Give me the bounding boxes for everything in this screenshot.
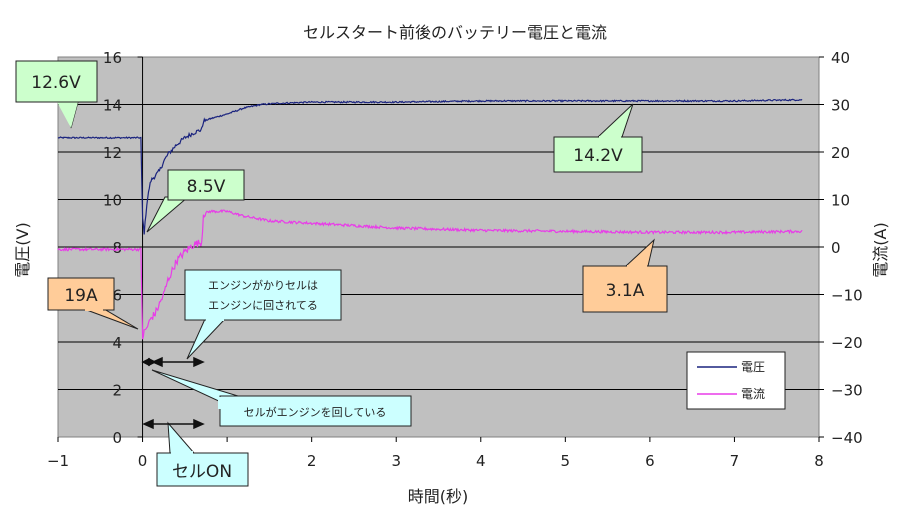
x-tick-label: 5 <box>561 452 571 470</box>
callout-voltage-before-label: 12.6V <box>31 73 81 93</box>
callout-voltage-before: 12.6V <box>15 60 98 129</box>
x-tick-label: 2 <box>307 452 317 470</box>
y2-tick-label: 30 <box>831 97 850 115</box>
x-tick-label: 3 <box>391 452 401 470</box>
chart-title: セルスタート前後のバッテリー電圧と電流 <box>303 23 607 42</box>
callout-engine-cranking: エンジンがかりセルは エンジンに回されてる <box>184 269 342 360</box>
y-tick-label: 10 <box>103 192 122 210</box>
x-tick-label: 4 <box>476 452 486 470</box>
y2-tick-label: 0 <box>831 239 841 257</box>
callout-cell-on-label: セルON <box>172 462 232 482</box>
y-tick-label: 4 <box>112 334 122 352</box>
callout-cell-on: セルON <box>156 421 249 487</box>
y-axis-label: 電圧(V) <box>13 222 32 277</box>
duration-arrows <box>141 356 205 430</box>
legend-current-label: 電流 <box>741 387 765 401</box>
y2-tick-label: 40 <box>831 49 850 67</box>
x-tick-label: 0 <box>138 452 148 470</box>
legend: 電圧 電流 <box>686 351 786 410</box>
x-axis-label: 時間(秒) <box>408 487 469 506</box>
y2-tick-label: −30 <box>831 382 863 400</box>
arrow-cell-on-head-right <box>193 418 205 430</box>
y2-tick-label: −40 <box>831 429 863 447</box>
callout-engine-cranking-line1: エンジンがかりセルは <box>208 278 318 292</box>
arrow-running-head-right <box>193 356 205 368</box>
y2-tick-label: −10 <box>831 287 863 305</box>
x-tick-label: 8 <box>814 452 824 470</box>
callout-current-after: 3.1A <box>582 238 668 313</box>
y-tick-label: 14 <box>103 97 122 115</box>
x-tick-label: −1 <box>47 452 69 470</box>
y2-axis-label: 電流(A) <box>871 222 890 277</box>
series-voltage-line <box>57 98 803 235</box>
legend-box <box>686 351 786 410</box>
callout-cell-turning-label: セルがエンジンを回している <box>244 405 387 419</box>
y-tick-label: 6 <box>112 287 122 305</box>
y2-tick-label: 10 <box>831 192 850 210</box>
y-tick-label: 12 <box>103 144 122 162</box>
tick-layer: 0246810121416−40−30−20−10010203040−10123… <box>47 49 863 470</box>
y-tick-label: 16 <box>103 49 122 67</box>
callout-engine-cranking-line2: エンジンに回されてる <box>208 299 318 312</box>
legend-voltage-label: 電圧 <box>741 360 765 374</box>
callout-voltage-after-label: 14.2V <box>573 146 623 166</box>
callout-current-after-label: 3.1A <box>606 281 645 301</box>
callout-current-peak: 19A <box>47 277 139 330</box>
callout-voltage-dip-label: 8.5V <box>187 177 226 197</box>
y-tick-label: 0 <box>112 429 122 447</box>
arrow-cell-on-head-left <box>142 418 154 430</box>
y2-tick-label: 20 <box>831 144 850 162</box>
series-layer <box>57 98 803 340</box>
arrow-running-head-left <box>151 356 163 368</box>
callout-voltage-after: 14.2V <box>553 103 643 173</box>
x-tick-label: 7 <box>730 452 740 470</box>
callout-cell-turning: セルがエンジンを回している <box>151 369 412 427</box>
series-current-line <box>57 209 803 340</box>
x-tick-label: 6 <box>645 452 655 470</box>
callout-current-peak-label: 19A <box>64 286 98 306</box>
callout-voltage-dip: 8.5V <box>146 169 245 233</box>
y2-tick-label: −20 <box>831 334 863 352</box>
y-tick-label: 2 <box>112 382 122 400</box>
